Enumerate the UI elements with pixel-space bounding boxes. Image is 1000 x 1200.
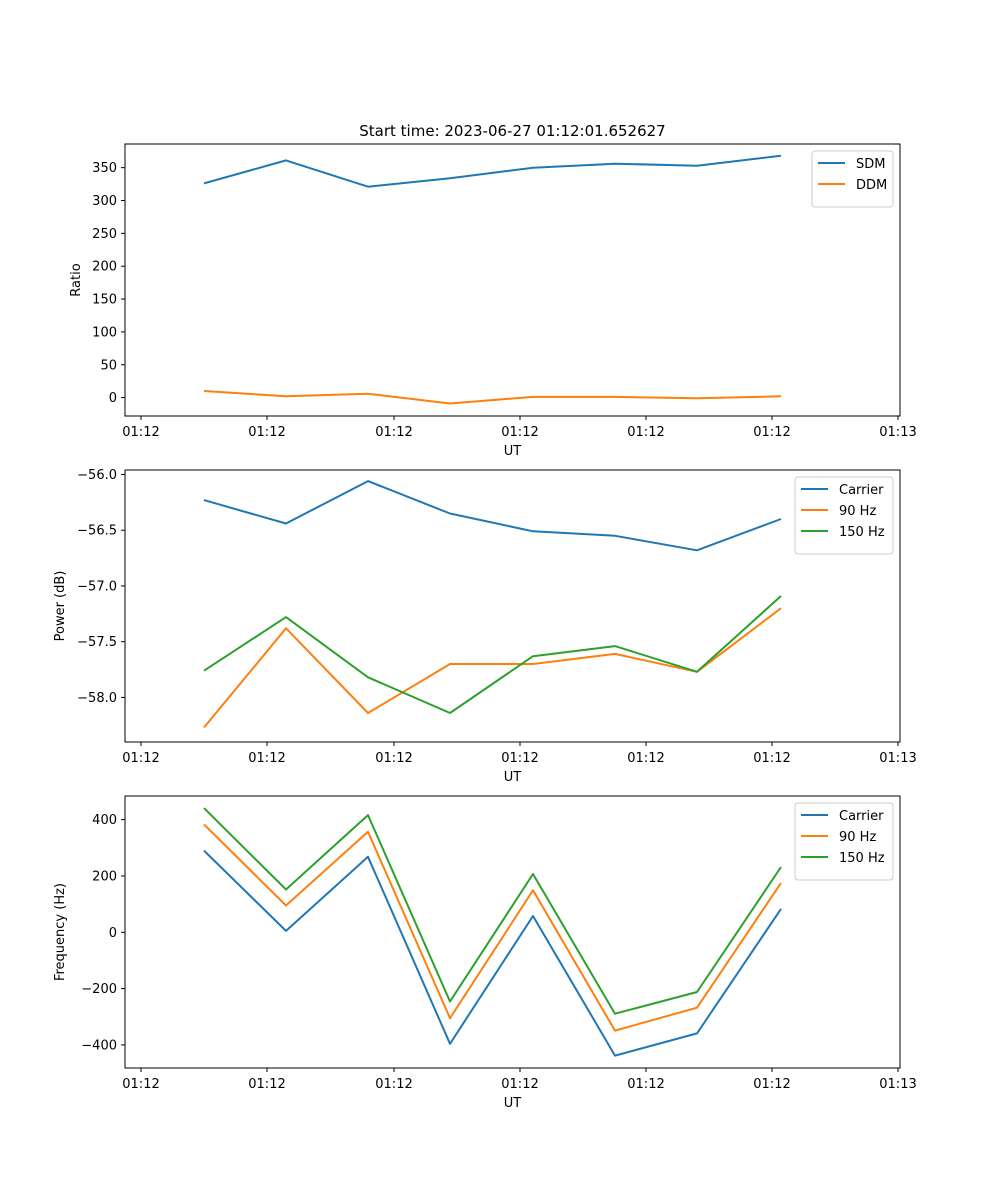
x-tick-label: 01:13 (879, 1077, 916, 1092)
y-tick-label: 400 (92, 813, 117, 828)
y-tick-label: −57.5 (77, 635, 117, 650)
y-tick-label: −56.0 (77, 468, 117, 483)
y-tick-label: 200 (92, 260, 117, 275)
x-tick-label: 01:12 (753, 425, 790, 440)
axes-frame (124, 469, 901, 743)
legend-box (794, 476, 894, 555)
legend: Carrier 90 Hz 150 Hz (794, 802, 894, 881)
y-tick-label: 100 (92, 325, 117, 340)
x-tick-label: 01:12 (753, 751, 790, 766)
y-tick-label: −57.0 (77, 579, 117, 594)
legend-label: Carrier (839, 809, 884, 824)
x-tick-label: 01:12 (248, 425, 285, 440)
figure-title: Start time: 2023-06-27 01:12:01.652627 (359, 122, 665, 140)
series-line-carrier (203, 480, 782, 552)
series-line-90-hz (203, 607, 782, 729)
legend-label: 150 Hz (839, 525, 885, 540)
chart-1: 01:12 01:12 01:12 01:12 01:12 01:12 01:13 UT 0 50… (69, 143, 917, 459)
y-tick-label: 250 (92, 227, 117, 242)
x-tick-label: 01:12 (501, 425, 538, 440)
y-axis-label: Ratio (69, 263, 84, 296)
y-tick-label: 50 (100, 358, 117, 373)
x-axis-label: UT (504, 444, 522, 459)
chart-2: 01:12 01:12 01:12 01:12 01:12 01:12 01:13 UT −56… (53, 468, 917, 785)
y-tick-label: −400 (81, 1038, 117, 1053)
legend-label: Carrier (839, 483, 884, 498)
x-axis-label: UT (504, 770, 522, 785)
legend-label: SDM (856, 157, 885, 172)
x-tick-label: 01:12 (627, 751, 664, 766)
x-tick-label: 01:12 (248, 751, 285, 766)
series-line-90-hz (203, 823, 782, 1032)
y-tick-label: 300 (92, 194, 117, 209)
x-tick-label: 01:12 (375, 425, 412, 440)
chart-3: 01:12 01:12 01:12 01:12 01:12 01:12 01:13 UT 400… (53, 795, 917, 1111)
series-line-sdm (203, 154, 782, 188)
x-tick-label: 01:12 (375, 1077, 412, 1092)
y-tick-label: 0 (109, 391, 117, 406)
y-tick-label: 200 (92, 869, 117, 884)
x-tick-label: 01:12 (248, 1077, 285, 1092)
x-axis-label: UT (504, 1096, 522, 1111)
x-tick-label: 01:12 (627, 425, 664, 440)
x-tick-label: 01:12 (501, 751, 538, 766)
x-tick-label: 01:13 (879, 425, 916, 440)
legend: SDM DDM (811, 150, 894, 208)
y-axis-label: Frequency (Hz) (53, 883, 68, 981)
legend-box (794, 802, 894, 881)
x-tick-label: 01:12 (501, 1077, 538, 1092)
axes-frame (124, 795, 901, 1069)
legend-box (811, 150, 894, 208)
y-tick-label: 0 (109, 926, 117, 941)
x-tick-label: 01:12 (122, 425, 159, 440)
x-tick-label: 01:12 (627, 1077, 664, 1092)
legend-label: 90 Hz (839, 504, 876, 519)
legend-label: DDM (856, 178, 887, 193)
axes-frame (124, 143, 901, 417)
series-line-ddm (203, 390, 782, 405)
x-tick-label: 01:12 (753, 1077, 790, 1092)
x-tick-label: 01:12 (122, 1077, 159, 1092)
y-tick-label: 350 (92, 161, 117, 176)
series-line-150-hz (203, 595, 782, 714)
y-axis-label: Power (dB) (53, 571, 68, 642)
legend-label: 90 Hz (839, 830, 876, 845)
x-tick-label: 01:12 (122, 751, 159, 766)
y-tick-label: −200 (81, 982, 117, 997)
y-tick-label: 150 (92, 293, 117, 308)
x-tick-label: 01:12 (375, 751, 412, 766)
legend: Carrier 90 Hz 150 Hz (794, 476, 894, 555)
series-line-150-hz (203, 807, 782, 1015)
y-tick-label: −58.0 (77, 691, 117, 706)
legend-label: 150 Hz (839, 851, 885, 866)
y-tick-label: −56.5 (77, 524, 117, 539)
x-tick-label: 01:13 (879, 751, 916, 766)
series-line-carrier (203, 849, 782, 1057)
